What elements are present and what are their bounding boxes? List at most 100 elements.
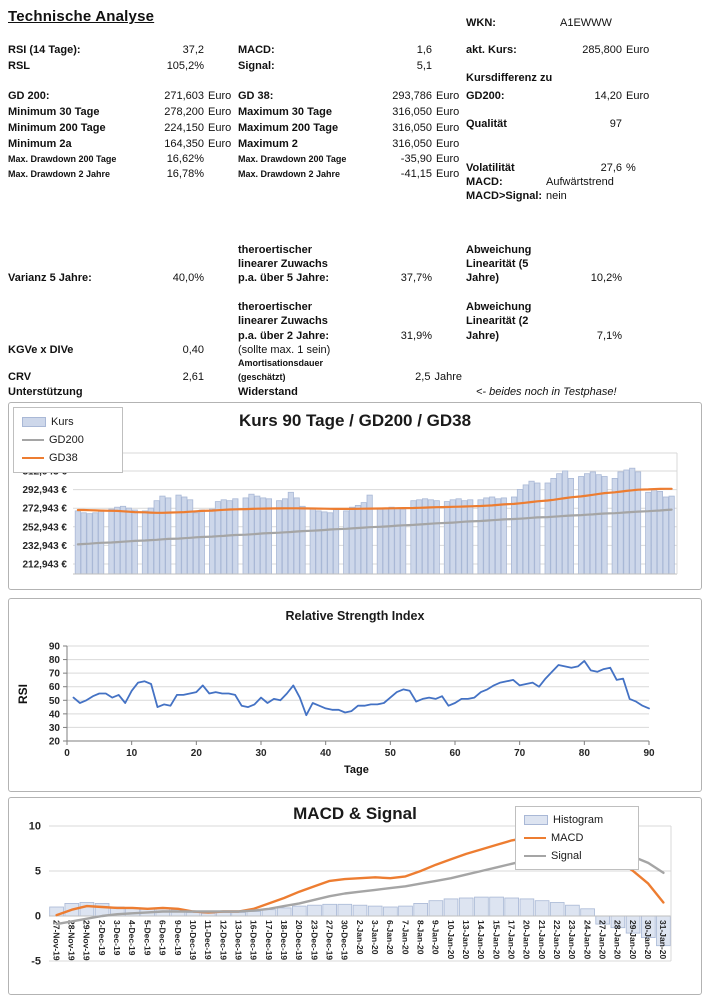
macd-line-swatch — [524, 836, 546, 840]
svg-text:10: 10 — [126, 748, 138, 759]
svg-text:20-Jan-20: 20-Jan-20 — [522, 920, 532, 959]
stat-kursdiff: GD200: 14,20 Euro — [466, 90, 650, 102]
kurs-plot: 312,943 €292,943 €272,943 €252,943 €232,… — [23, 452, 678, 575]
svg-text:29-Jan-20: 29-Jan-20 — [628, 920, 638, 959]
svg-text:29-Nov-19: 29-Nov-19 — [82, 920, 92, 961]
stat-max30: Maximum 30 Tage 316,050 Euro — [238, 106, 460, 118]
svg-text:27-Dec-19: 27-Dec-19 — [325, 920, 335, 960]
svg-text:70: 70 — [514, 748, 526, 759]
legend-item-macd: MACD — [524, 829, 630, 847]
stat-min200: Minimum 200 Tage 224,150 Euro — [8, 122, 232, 134]
stat-dd200-right: Max. Drawdown 200 Tage -35,90 Euro — [238, 153, 460, 165]
abw5-line1: Abweichung — [466, 244, 532, 256]
stat-min2a: Minimum 2a 164,350 Euro — [8, 138, 232, 150]
svg-text:90: 90 — [49, 642, 61, 653]
stat-signal: Signal: 5,1 — [238, 60, 432, 72]
svg-text:28-Nov-19: 28-Nov-19 — [67, 920, 77, 961]
svg-text:272,943 €: 272,943 € — [23, 504, 68, 515]
page-title: Technische Analyse — [8, 8, 155, 25]
svg-text:10-Jan-20: 10-Jan-20 — [446, 920, 456, 959]
amort-line1: Amortisationsdauer — [238, 358, 324, 368]
stat-min30: Minimum 30 Tage 278,200 Euro — [8, 106, 232, 118]
stat-max2: Maximum 2 316,050 Euro — [238, 138, 460, 150]
svg-text:2-Jan-20: 2-Jan-20 — [355, 920, 365, 955]
stat-zuwachs2: p.a. über 2 Jahre: 31,9% — [238, 330, 432, 342]
wkn-value: A1EWWW — [560, 17, 612, 29]
svg-text:31-Jan-20: 31-Jan-20 — [658, 920, 668, 959]
stat-macd: MACD: 1,6 — [238, 44, 432, 56]
zuwachs2-line2: linearer Zuwachs — [238, 315, 328, 327]
legend-item-histogram: Histogram — [524, 811, 630, 829]
svg-text:5-Dec-19: 5-Dec-19 — [142, 920, 152, 956]
unterstuetzung-label: Unterstützung — [8, 386, 83, 398]
svg-text:80: 80 — [579, 748, 591, 759]
macd-chart: MACD & Signal Histogram MACD Signal 10 5 0… — [8, 797, 702, 995]
svg-text:40: 40 — [49, 709, 61, 720]
svg-text:12-Dec-19: 12-Dec-19 — [218, 920, 228, 960]
rsi-chart: Relative Strength Index RSI Tage 90 80 70 6… — [8, 598, 702, 792]
svg-text:40: 40 — [320, 748, 332, 759]
stat-macd-trend: MACD: Aufwärtstrend — [466, 176, 614, 188]
signal-line-swatch — [524, 854, 546, 858]
svg-text:8-Jan-20: 8-Jan-20 — [416, 920, 426, 955]
kurs-chart-legend: Kurs GD200 GD38 — [13, 407, 123, 473]
svg-text:0: 0 — [35, 911, 41, 923]
svg-text:28-Jan-20: 28-Jan-20 — [613, 920, 623, 959]
zuwachs5-line1: theroertischer — [238, 244, 312, 256]
svg-text:232,943 €: 232,943 € — [23, 541, 68, 552]
svg-text:20: 20 — [191, 748, 203, 759]
stat-abw2: Jahre) 7,1% — [466, 330, 622, 342]
zuwachs5-line2: linearer Zuwachs — [238, 258, 328, 270]
svg-text:11-Dec-19: 11-Dec-19 — [203, 920, 213, 960]
svg-text:30-Jan-20: 30-Jan-20 — [643, 920, 653, 959]
stat-amort: (geschätzt) 2,5 Jahre — [238, 371, 462, 383]
svg-text:22-Jan-20: 22-Jan-20 — [552, 920, 562, 959]
stat-dd2-right: Max. Drawdown 2 Jahre -41,15 Euro — [238, 168, 460, 180]
legend-item-gd200: GD200 — [22, 431, 114, 449]
stat-varianz: Varianz 5 Jahre: 40,0% — [8, 272, 204, 284]
svg-text:0: 0 — [64, 748, 70, 759]
svg-text:17-Dec-19: 17-Dec-19 — [264, 920, 274, 960]
stat-akt-kurs: akt. Kurs: 285,800 Euro — [466, 44, 650, 56]
svg-text:212,943 €: 212,943 € — [23, 560, 68, 571]
svg-text:60: 60 — [449, 748, 461, 759]
stat-volatilitaet: Volatilität 27,6% — [466, 162, 636, 174]
stat-gd38: GD 38: 293,786 Euro — [238, 90, 460, 102]
svg-text:21-Jan-20: 21-Jan-20 — [537, 920, 547, 959]
legend-item-signal: Signal — [524, 847, 630, 865]
wkn-label: WKN: — [466, 17, 496, 29]
sollte-note: (sollte max. 1 sein) — [238, 344, 331, 356]
svg-text:18-Dec-19: 18-Dec-19 — [279, 920, 289, 960]
abw5-line2: Linearität (5 — [466, 258, 529, 270]
stat-kursdiff-line1: Kursdifferenz zu — [466, 72, 553, 84]
histogram-bar-swatch — [524, 815, 548, 825]
svg-text:13-Dec-19: 13-Dec-19 — [233, 920, 243, 960]
svg-text:20-Dec-19: 20-Dec-19 — [294, 920, 304, 960]
stat-macd-gt-signal: MACD>Signal: nein — [466, 190, 567, 202]
kurs-bar-swatch — [22, 417, 46, 427]
stat-kgve: KGVe x DIVe 0,40 — [8, 344, 204, 356]
stat-dd200-left: Max. Drawdown 200 Tage 16,62% — [8, 153, 204, 165]
kurs-chart: Kurs 90 Tage / GD200 / GD38 Kurs GD200 G… — [8, 402, 702, 590]
svg-text:80: 80 — [49, 655, 61, 666]
svg-text:15-Jan-20: 15-Jan-20 — [491, 920, 501, 959]
rsi-chart-title: Relative Strength Index — [285, 609, 425, 623]
macd-chart-legend: Histogram MACD Signal — [515, 806, 639, 870]
svg-text:70: 70 — [49, 669, 61, 680]
svg-text:14-Jan-20: 14-Jan-20 — [476, 920, 486, 959]
stat-abw5: Jahre) 10,2% — [466, 272, 622, 284]
svg-text:16-Dec-19: 16-Dec-19 — [249, 920, 259, 960]
testphase-note: <- beides noch in Testphase! — [476, 386, 617, 398]
svg-text:20: 20 — [49, 737, 61, 748]
svg-text:9-Jan-20: 9-Jan-20 — [431, 920, 441, 955]
abw2-line1: Abweichung — [466, 301, 532, 313]
stat-rsi14: RSI (14 Tage): 37,2 — [8, 44, 204, 56]
svg-text:10-Dec-19: 10-Dec-19 — [188, 920, 198, 960]
svg-text:23-Jan-20: 23-Jan-20 — [567, 920, 577, 959]
svg-text:50: 50 — [385, 748, 397, 759]
svg-text:3-Dec-19: 3-Dec-19 — [112, 920, 122, 956]
svg-text:30: 30 — [255, 748, 267, 759]
stat-qualitaet: Qualität 97 — [466, 118, 622, 130]
legend-item-gd38: GD38 — [22, 449, 114, 467]
